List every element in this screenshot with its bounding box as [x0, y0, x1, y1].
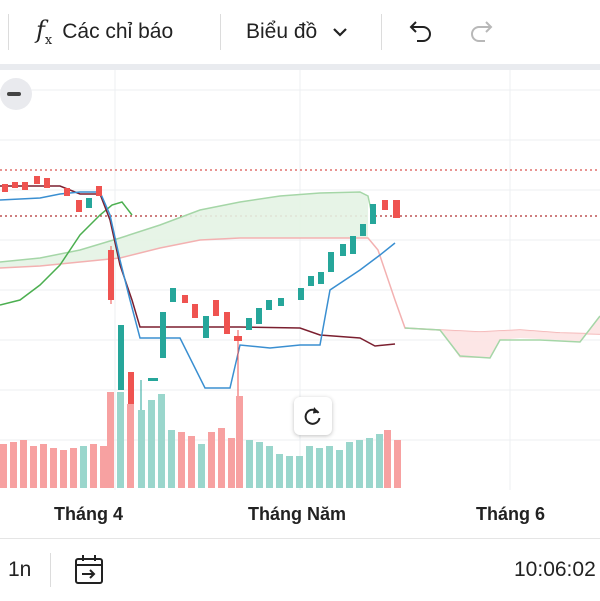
candle — [234, 336, 242, 341]
interval-button[interactable]: 1n — [8, 558, 32, 581]
candle — [34, 176, 40, 184]
candle — [350, 236, 356, 254]
candle — [170, 288, 176, 302]
candlestick-chart[interactable]: Tháng 4 Tháng Năm Tháng 6 — [0, 70, 600, 530]
indicators-label: Các chỉ báo — [62, 20, 174, 43]
candle — [76, 200, 82, 212]
future-span-a — [404, 315, 600, 359]
candle — [160, 312, 166, 358]
chart-type-label: Biểu đồ — [246, 20, 318, 43]
collapse-panel-button[interactable] — [0, 78, 32, 110]
candle — [382, 200, 388, 210]
senkou-span-a — [0, 191, 373, 263]
candle — [128, 372, 134, 427]
candle — [2, 184, 8, 192]
candle — [266, 300, 272, 310]
indicators-button[interactable]: fx Các chỉ báo — [36, 14, 173, 50]
bottom-toolbar: 1n 10:06:02 — [0, 538, 600, 601]
reset-chart-button[interactable] — [294, 397, 332, 435]
clock-time: 10:06:02 — [514, 558, 596, 581]
ichimoku-cloud-bullish — [0, 192, 368, 268]
candle — [298, 288, 304, 300]
x-axis-label: Tháng Năm — [248, 504, 346, 524]
candle — [64, 188, 70, 196]
candle — [278, 298, 284, 306]
kijun-line — [0, 191, 396, 389]
candle — [256, 308, 262, 324]
candle — [118, 325, 124, 390]
candle — [203, 316, 209, 338]
x-axis-label: Tháng 4 — [54, 504, 123, 524]
candle — [370, 204, 376, 224]
top-toolbar: fx Các chỉ báo Biểu đồ — [0, 0, 600, 64]
candle — [246, 318, 252, 330]
candle — [44, 178, 50, 188]
candle — [224, 312, 230, 334]
candle — [96, 186, 102, 196]
chart-type-button[interactable]: Biểu đồ — [246, 14, 349, 50]
go-to-date-icon[interactable] — [72, 553, 106, 587]
undo-button[interactable] — [404, 14, 434, 50]
candle — [86, 198, 92, 208]
bottom-separator — [50, 553, 51, 587]
redo-icon — [471, 21, 493, 42]
candle — [182, 295, 188, 303]
candle — [22, 182, 28, 190]
reset-icon — [304, 407, 321, 425]
candle — [393, 200, 400, 218]
redo-button[interactable] — [468, 14, 498, 50]
x-axis-label: Tháng 6 — [476, 504, 545, 524]
candle — [12, 182, 18, 188]
chikou-span — [0, 201, 133, 306]
candle — [192, 304, 198, 318]
volume-bars — [0, 392, 401, 488]
ichimoku-cloud-bearish — [405, 316, 600, 358]
candle — [340, 244, 346, 256]
toolbar-separator — [381, 14, 382, 50]
toolbar-divider — [0, 64, 600, 70]
candle — [360, 224, 366, 236]
candle — [328, 252, 334, 272]
candle — [213, 300, 219, 316]
candle — [148, 378, 158, 381]
candle — [108, 250, 114, 300]
candle — [318, 272, 324, 284]
candle — [308, 276, 314, 286]
chevron-down-icon — [333, 28, 348, 37]
fx-icon: fx — [36, 16, 53, 48]
toolbar-separator — [8, 14, 9, 50]
toolbar-separator — [220, 14, 221, 50]
undo-icon — [409, 21, 431, 42]
minus-icon — [7, 92, 21, 96]
